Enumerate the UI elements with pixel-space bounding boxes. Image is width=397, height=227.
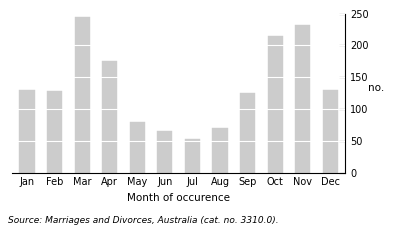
- Bar: [212, 128, 227, 173]
- Bar: [75, 17, 90, 173]
- Bar: [130, 122, 145, 173]
- Bar: [295, 25, 310, 173]
- Bar: [157, 131, 172, 173]
- Bar: [323, 90, 338, 173]
- Text: Source: Marriages and Divorces, Australia (cat. no. 3310.0).: Source: Marriages and Divorces, Australi…: [8, 216, 279, 225]
- Bar: [268, 36, 283, 173]
- Bar: [102, 61, 118, 173]
- Bar: [185, 139, 200, 173]
- X-axis label: Month of occurence: Month of occurence: [127, 193, 230, 203]
- Bar: [19, 90, 35, 173]
- Y-axis label: no.: no.: [368, 83, 384, 93]
- Bar: [47, 91, 62, 173]
- Bar: [240, 93, 255, 173]
